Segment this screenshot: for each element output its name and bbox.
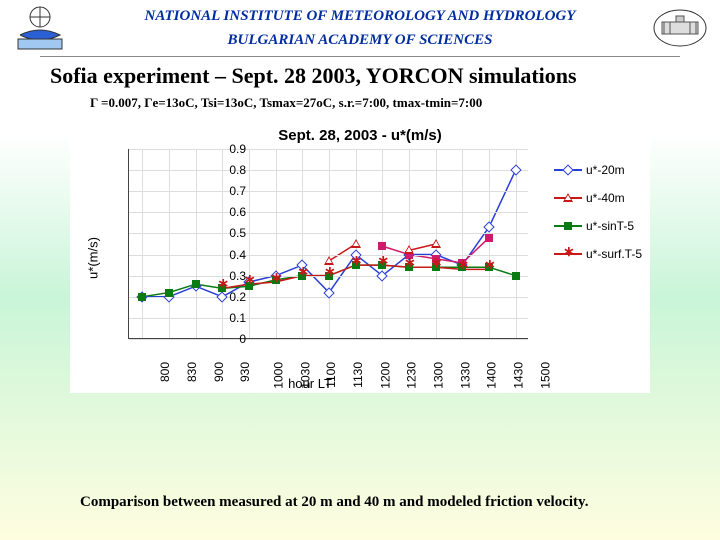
legend-item: u*-40m <box>554 191 642 205</box>
header-text: NATIONAL INSTITUTE OF METEOROLOGY AND HY… <box>70 4 650 52</box>
ytick-label: 0.2 <box>206 290 246 304</box>
data-point <box>378 242 386 250</box>
caption: Comparison between measured at 20 m and … <box>80 492 660 512</box>
xtick-label: 1200 <box>378 362 392 389</box>
data-point: ∗ <box>271 274 279 282</box>
header: NATIONAL INSTITUTE OF METEOROLOGY AND HY… <box>0 0 720 52</box>
ytick-label: 0.6 <box>206 205 246 219</box>
data-point: ∗ <box>431 259 439 267</box>
data-point <box>485 234 493 242</box>
data-point <box>512 272 520 280</box>
logo-left <box>10 4 70 52</box>
ytick-label: 0.8 <box>206 163 246 177</box>
xtick-label: 1030 <box>298 362 312 389</box>
data-point <box>431 239 441 248</box>
data-point <box>404 245 414 254</box>
ytick-label: 0.1 <box>206 311 246 325</box>
data-point <box>165 289 173 297</box>
chart: Sept. 28, 2003 - u*(m/s) u*(m/s) hour LT… <box>70 123 650 393</box>
data-point: ∗ <box>297 268 305 276</box>
header-divider <box>40 56 680 57</box>
xtick-label: 930 <box>238 362 252 382</box>
ytick-label: 0.7 <box>206 184 246 198</box>
ytick-label: 0.5 <box>206 226 246 240</box>
xtick-label: 1100 <box>324 362 338 388</box>
legend-label: u*-20m <box>586 163 625 177</box>
xtick-label: 830 <box>185 362 199 382</box>
chart-ylabel: u*(m/s) <box>85 237 100 279</box>
xtick-label: 1230 <box>405 362 419 389</box>
xtick-label: 1000 <box>272 362 286 389</box>
ytick-label: 0.3 <box>206 269 246 283</box>
legend: u*-20m u*-40m u*-sinT-5 ∗u*-surf.T-5 <box>554 163 642 275</box>
header-line2: BULGARIAN ACADEMY OF SCIENCES <box>70 28 650 52</box>
data-point: ∗ <box>457 261 465 269</box>
xtick-label: 900 <box>212 362 226 382</box>
header-line1: NATIONAL INSTITUTE OF METEOROLOGY AND HY… <box>70 4 650 28</box>
data-point <box>324 256 334 265</box>
ytick-label: 0.9 <box>206 142 246 156</box>
xtick-label: 1500 <box>538 362 552 389</box>
logo-right <box>650 4 710 52</box>
xtick-label: 800 <box>158 362 172 382</box>
data-point <box>351 239 361 248</box>
legend-label: u*-surf.T-5 <box>586 247 642 261</box>
data-point: ∗ <box>324 268 332 276</box>
chart-title: Sept. 28, 2003 - u*(m/s) <box>70 127 650 144</box>
legend-item: u*-20m <box>554 163 642 177</box>
data-point: ∗ <box>484 261 492 269</box>
data-point: ∗ <box>351 257 359 265</box>
ytick-label: 0.4 <box>206 248 246 262</box>
xtick-label: 1130 <box>351 362 365 388</box>
data-point: ∗ <box>377 257 385 265</box>
ytick-label: 0 <box>206 332 246 346</box>
data-point <box>138 293 146 301</box>
legend-item: ∗u*-surf.T-5 <box>554 247 642 261</box>
xtick-label: 1430 <box>512 362 526 389</box>
legend-item: u*-sinT-5 <box>554 219 642 233</box>
data-point: ∗ <box>404 259 412 267</box>
plot-area: ∗∗∗∗∗∗∗∗∗∗∗ <box>128 149 528 339</box>
xtick-label: 1330 <box>458 362 472 389</box>
xtick-label: 1300 <box>432 362 446 389</box>
data-point <box>192 280 200 288</box>
page-title: Sofia experiment – Sept. 28 2003, YORCON… <box>0 63 720 93</box>
xtick-label: 1400 <box>485 362 499 389</box>
legend-label: u*-40m <box>586 191 625 205</box>
legend-label: u*-sinT-5 <box>586 219 634 233</box>
param-line: Γ =0.007, Γe=13oC, Tsi=13oC, Tsmax=27oC,… <box>0 93 720 117</box>
